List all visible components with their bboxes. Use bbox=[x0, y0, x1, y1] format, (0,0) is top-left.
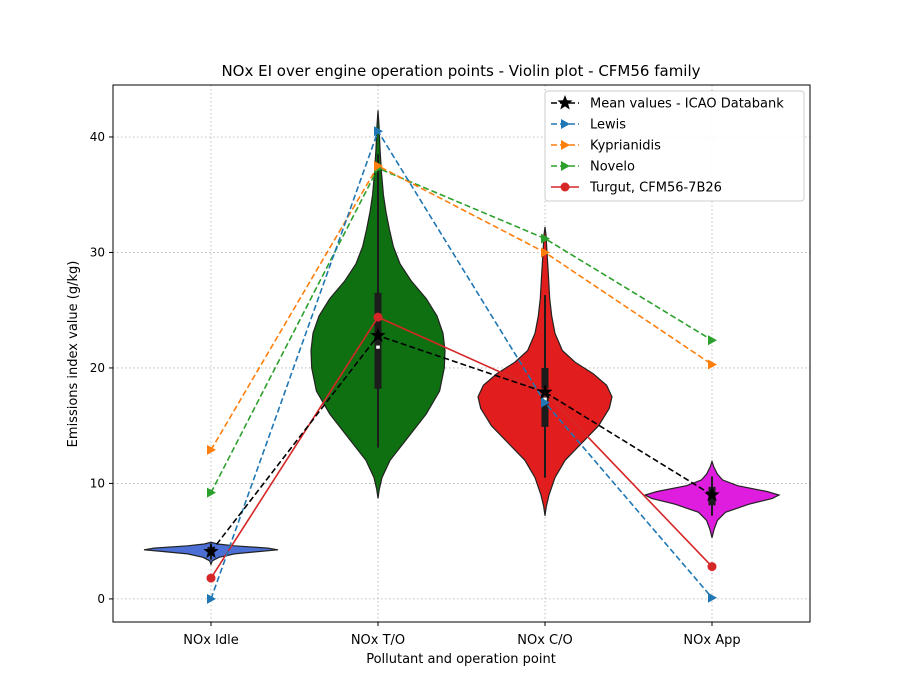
series-point bbox=[207, 444, 216, 455]
series-line bbox=[210, 164, 713, 451]
x-tick-label: NOx Idle bbox=[183, 633, 238, 648]
series-point bbox=[708, 335, 717, 346]
series-point bbox=[206, 573, 216, 583]
legend-item: Turgut, CFM56-7B26 bbox=[551, 181, 722, 196]
violin-median bbox=[376, 345, 380, 349]
series-point bbox=[704, 487, 720, 502]
legend-item: Mean values - ICAO Databank bbox=[551, 95, 784, 112]
series-point bbox=[541, 247, 550, 258]
series-line bbox=[210, 167, 713, 494]
legend-marker bbox=[561, 140, 570, 150]
legend-label: Lewis bbox=[590, 118, 626, 133]
y-tick-label: 20 bbox=[90, 361, 105, 375]
legend-frame bbox=[544, 90, 805, 202]
series-2 bbox=[207, 126, 717, 604]
chart-title: NOx EI over engine operation points - Vi… bbox=[221, 62, 700, 80]
y-tick-label: 30 bbox=[90, 245, 105, 259]
legend-item: Kyprianidis bbox=[551, 139, 661, 154]
x-axis-label: Pollutant and operation point bbox=[366, 652, 556, 667]
legend-label: Mean values - ICAO Databank bbox=[590, 97, 784, 112]
series-line bbox=[210, 129, 713, 600]
axes: 0 10 20 30 40 NOx Idle NOx T/O NOx C/O NOx App bbox=[90, 130, 741, 648]
legend-marker bbox=[561, 161, 570, 171]
violins bbox=[143, 110, 781, 567]
series-1 bbox=[203, 327, 720, 558]
series-point bbox=[707, 562, 717, 572]
series-point bbox=[374, 160, 383, 171]
legend-marker bbox=[561, 119, 570, 129]
series-point bbox=[373, 312, 383, 322]
series-point bbox=[203, 543, 219, 558]
violin-2 bbox=[310, 110, 446, 499]
x-tick-label: NOx T/O bbox=[351, 633, 405, 648]
series-point bbox=[541, 233, 550, 244]
violin-median bbox=[543, 397, 547, 401]
legend-label: Turgut, CFM56-7B26 bbox=[589, 181, 722, 196]
reference-series bbox=[203, 126, 720, 604]
violin-iqr-box bbox=[374, 292, 382, 389]
violin-4 bbox=[643, 459, 781, 538]
series-4 bbox=[207, 163, 717, 498]
series-point bbox=[207, 487, 216, 498]
legend-marker bbox=[557, 95, 573, 110]
y-axis-label: Emissions index value (g/kg) bbox=[66, 261, 81, 448]
violin-iqr-box bbox=[541, 367, 549, 427]
series-point bbox=[374, 126, 383, 137]
legend-item: Novelo bbox=[551, 160, 635, 175]
y-tick-label: 0 bbox=[97, 592, 105, 606]
series-line bbox=[210, 316, 713, 579]
series-point bbox=[708, 359, 717, 370]
series-point bbox=[708, 592, 717, 603]
series-line bbox=[210, 334, 713, 553]
legend-item: Lewis bbox=[551, 118, 626, 133]
x-tick-label: NOx App bbox=[683, 633, 740, 648]
series-point bbox=[370, 327, 386, 343]
plot-area-frame bbox=[112, 84, 811, 623]
y-tick-label: 40 bbox=[90, 130, 105, 144]
x-tick-label: NOx C/O bbox=[517, 633, 572, 648]
legend-label: Novelo bbox=[590, 160, 635, 175]
legend-marker bbox=[560, 182, 570, 192]
series-3 bbox=[207, 160, 717, 455]
series-point bbox=[537, 384, 553, 399]
legend-label: Kyprianidis bbox=[590, 139, 661, 154]
legend: Mean values - ICAO Databank Lewis Kypriani… bbox=[544, 90, 805, 202]
y-tick-label: 10 bbox=[90, 476, 105, 490]
series-point bbox=[541, 397, 550, 408]
series-point bbox=[207, 593, 216, 604]
